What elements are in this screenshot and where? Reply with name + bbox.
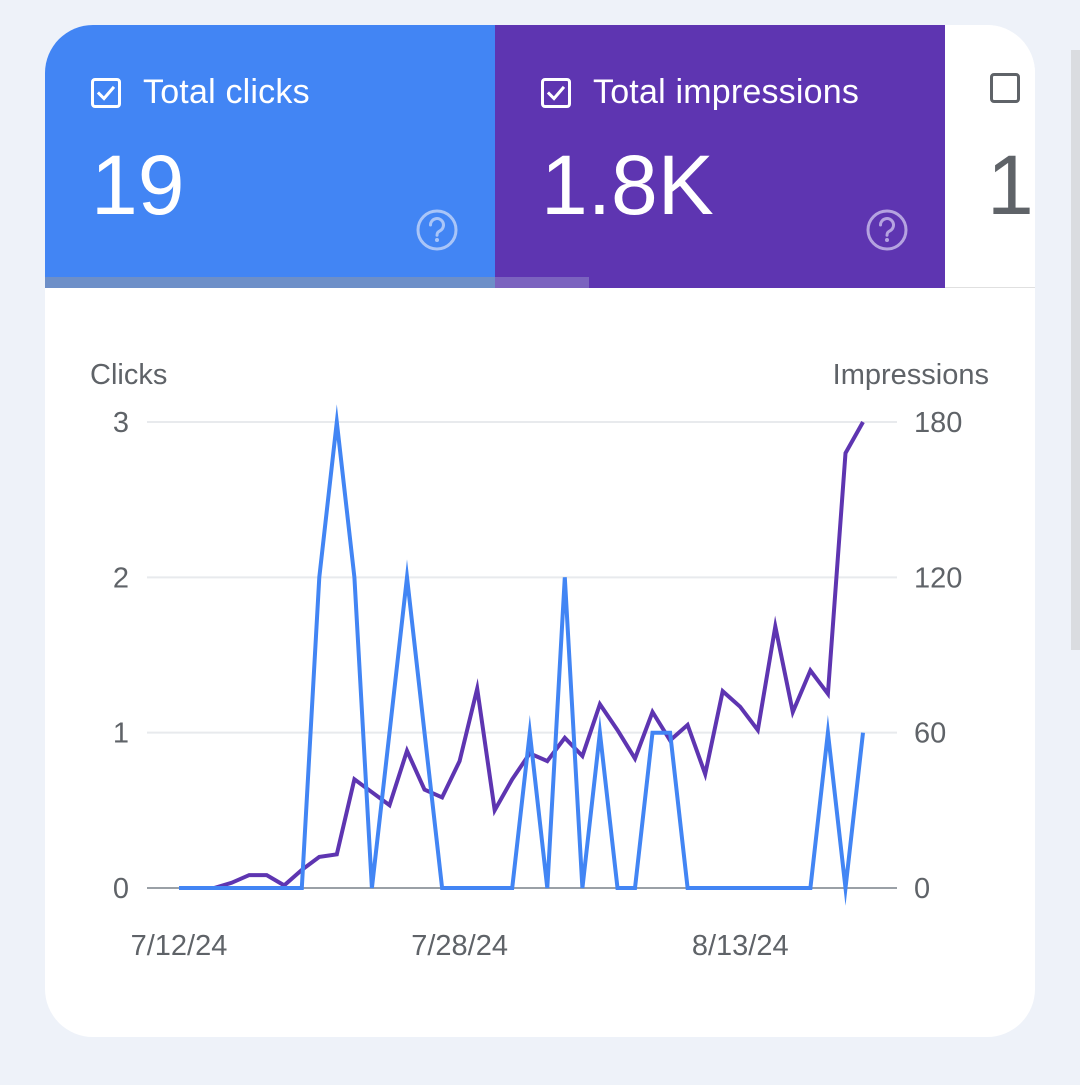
right-tick-label: 0 (914, 873, 930, 905)
checkbox-checked-icon[interactable] (91, 77, 121, 108)
x-tick-label: 7/28/24 (411, 930, 508, 962)
clicks-tile-underline (45, 277, 495, 288)
total-impressions-value: 1.8K (541, 138, 714, 232)
total-impressions-label: Total impressions (593, 73, 860, 111)
help-circle-icon[interactable] (865, 208, 909, 252)
series-line-impressions (179, 421, 865, 890)
total-clicks-header: Total clicks (91, 73, 310, 112)
page-scrollbar[interactable] (1071, 50, 1080, 650)
left-tick-label: 3 (113, 407, 129, 439)
total-impressions-header: Total impressions (541, 73, 859, 112)
right-tick-label: 120 (914, 562, 962, 594)
third-metric-tile[interactable]: 1 (945, 25, 1035, 288)
series-line-clicks (179, 404, 865, 906)
performance-chart: Clicks Impressions 0 1 2 3 0 60 120 180 7/12/24 7/2… (90, 359, 989, 962)
total-impressions-tile[interactable]: Total impressions 1.8K (495, 25, 945, 288)
total-clicks-value: 19 (91, 138, 185, 232)
left-tick-label: 0 (113, 873, 129, 905)
total-clicks-tile[interactable]: Total clicks 19 (45, 25, 495, 288)
performance-card: Total clicks 19 Total impressions 1.8K 1 (45, 25, 1035, 1037)
impressions-tile-underline (495, 277, 589, 288)
total-clicks-label: Total clicks (143, 73, 310, 111)
checkbox-unchecked-icon[interactable] (990, 73, 1020, 103)
third-metric-value: 1 (987, 138, 1034, 232)
right-tick-label: 180 (914, 407, 962, 439)
third-metric-header (990, 73, 1035, 103)
left-axis-label: Clicks (90, 359, 167, 391)
right-tick-label: 60 (914, 718, 946, 750)
tile-divider (945, 287, 1035, 288)
checkbox-checked-icon[interactable] (541, 77, 571, 108)
help-circle-icon[interactable] (415, 208, 459, 252)
left-tick-label: 2 (113, 562, 129, 594)
x-tick-label: 8/13/24 (692, 930, 789, 962)
right-axis-label: Impressions (833, 359, 989, 391)
x-tick-label: 7/12/24 (131, 930, 228, 962)
left-tick-label: 1 (113, 718, 129, 750)
